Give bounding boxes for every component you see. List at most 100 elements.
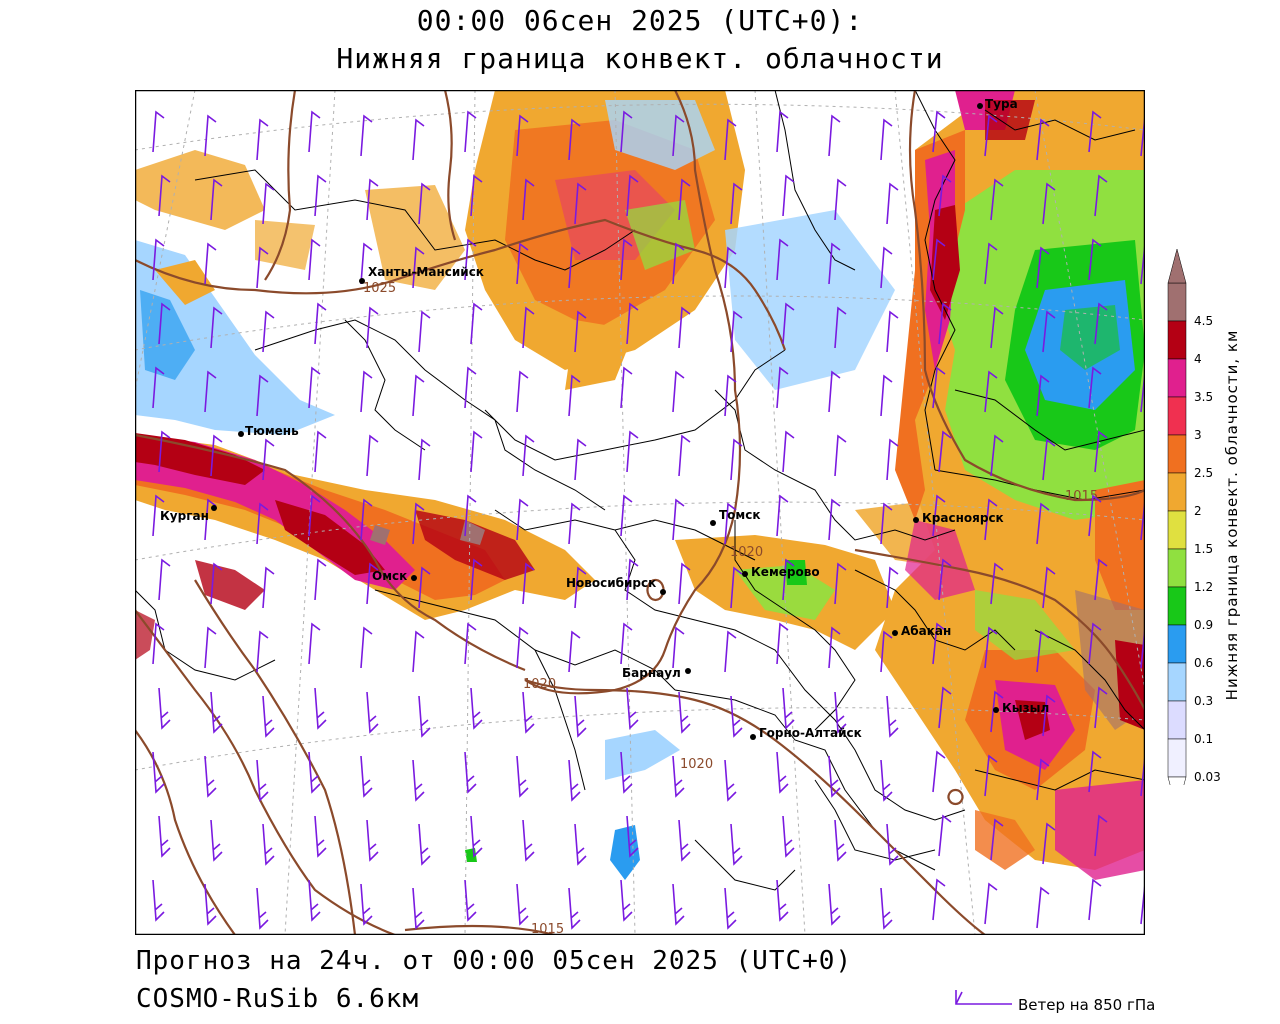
wind-barb (412, 630, 425, 673)
wind-barb (574, 566, 587, 609)
city-omsk: Омск (372, 569, 417, 583)
legend-swatch (1167, 396, 1187, 436)
wind-barb (932, 366, 946, 409)
wind-barb (678, 306, 691, 349)
wind-barb (990, 818, 1004, 861)
wind-barb (828, 883, 841, 926)
wind-barb (730, 438, 743, 481)
wind-barb (782, 815, 795, 858)
wind-barb (360, 498, 373, 541)
wind-barb (1088, 494, 1102, 537)
wind-barb (418, 823, 431, 866)
wind-barb (834, 306, 847, 349)
svg-text:Новосибирск: Новосибирск (566, 576, 656, 590)
svg-text:Курган: Курган (160, 509, 209, 523)
wind-barb (366, 819, 379, 862)
wind-barb (620, 494, 633, 537)
wind-barb (938, 302, 952, 345)
wind-barb (418, 182, 431, 225)
legend-swatch (1167, 548, 1187, 588)
wind-barb (464, 110, 477, 153)
wind-barb (256, 374, 269, 417)
wind-barb (990, 434, 1004, 477)
model-name: COSMO-RuSib 6.6км (136, 984, 420, 1014)
wind-barb (418, 438, 431, 481)
wind-barb (152, 494, 165, 537)
wind-barb (308, 751, 321, 794)
wind-barb (1036, 246, 1050, 289)
wind-barb (730, 566, 743, 609)
isobar-label: 1015 (1065, 489, 1098, 504)
wind-barb (314, 302, 327, 345)
wind-barb (366, 434, 379, 477)
wind-barb (1140, 498, 1145, 541)
wind-barb (620, 751, 633, 794)
wind-barb (932, 622, 946, 665)
legend-tick-label: 4 (1194, 352, 1202, 366)
legend-swatch (1167, 738, 1187, 778)
wind-barb (360, 755, 373, 798)
legend-tick-label: 0.6 (1194, 656, 1213, 670)
wind-barb (984, 370, 998, 413)
wind-barb (828, 242, 841, 285)
wind-barb (1140, 242, 1145, 285)
wind-barb (828, 370, 841, 413)
wind-barb (938, 430, 952, 473)
wind-barb (886, 566, 899, 609)
wind-barb (308, 879, 321, 922)
wind-barb (204, 883, 217, 926)
wind-barb (1042, 822, 1056, 865)
wind-barb (1140, 882, 1145, 925)
wind-barb (730, 182, 743, 225)
legend-swatch (1167, 358, 1187, 398)
wind-barb (464, 494, 477, 537)
wind-barb (620, 622, 633, 665)
wind-barb (834, 819, 847, 862)
isobar-label: 1025 (363, 281, 396, 296)
wind-barb (782, 174, 795, 217)
legend-tick-label: 2.5 (1194, 466, 1213, 480)
isobar-label: 1020 (730, 545, 763, 560)
wind-barb (886, 438, 899, 481)
legend-tick-label: 1.5 (1194, 542, 1213, 556)
wind-barb (672, 370, 685, 413)
svg-text:Горно-Алтайск: Горно-Алтайск (759, 726, 862, 740)
wind-legend-label: Ветер на 850 гПа (1018, 996, 1156, 1014)
wind-barb (984, 114, 998, 157)
isobar-labels: 1025 1020 1020 1020 1015 1015 (363, 281, 1098, 935)
wind-barb (1088, 622, 1102, 665)
wind-barb (834, 562, 847, 605)
wind-barb (782, 687, 795, 730)
wind-barb (880, 374, 893, 417)
wind-barb (210, 178, 223, 221)
wind-barb (1088, 110, 1102, 153)
legend-tick-label: 0.1 (1194, 732, 1213, 746)
wind-barb (672, 242, 685, 285)
wind-barb (932, 238, 946, 281)
wind-barb (360, 242, 373, 285)
city-tomsk: Томск (710, 508, 761, 526)
wind-barb (158, 430, 171, 473)
wind-barb (730, 695, 743, 738)
wind-barb (412, 246, 425, 289)
wind-barb (568, 502, 581, 545)
legend-bottom-arrow (1167, 776, 1187, 785)
wind-barb (782, 430, 795, 473)
city-novosibirsk: Новосибирск (566, 576, 666, 595)
map-title: 00:00 06сен 2025 (UTC+0): (416, 4, 864, 37)
wind-barb (724, 374, 737, 417)
wind-barb (932, 110, 946, 153)
wind-barb (152, 622, 165, 665)
wind-barb (152, 879, 165, 922)
svg-text:Красноярск: Красноярск (922, 511, 1004, 525)
wind-barb (568, 374, 581, 417)
city-gorno-altaysk: Горно-Алтайск (750, 726, 862, 740)
legend-swatch (1167, 434, 1187, 474)
map-frame (135, 90, 1145, 935)
wind-barb (1140, 626, 1145, 669)
wind-barb (886, 182, 899, 225)
wind-barb (776, 879, 789, 922)
isobar-label: 1020 (523, 677, 556, 692)
wind-barb (776, 238, 789, 281)
wind-barb (418, 695, 431, 738)
